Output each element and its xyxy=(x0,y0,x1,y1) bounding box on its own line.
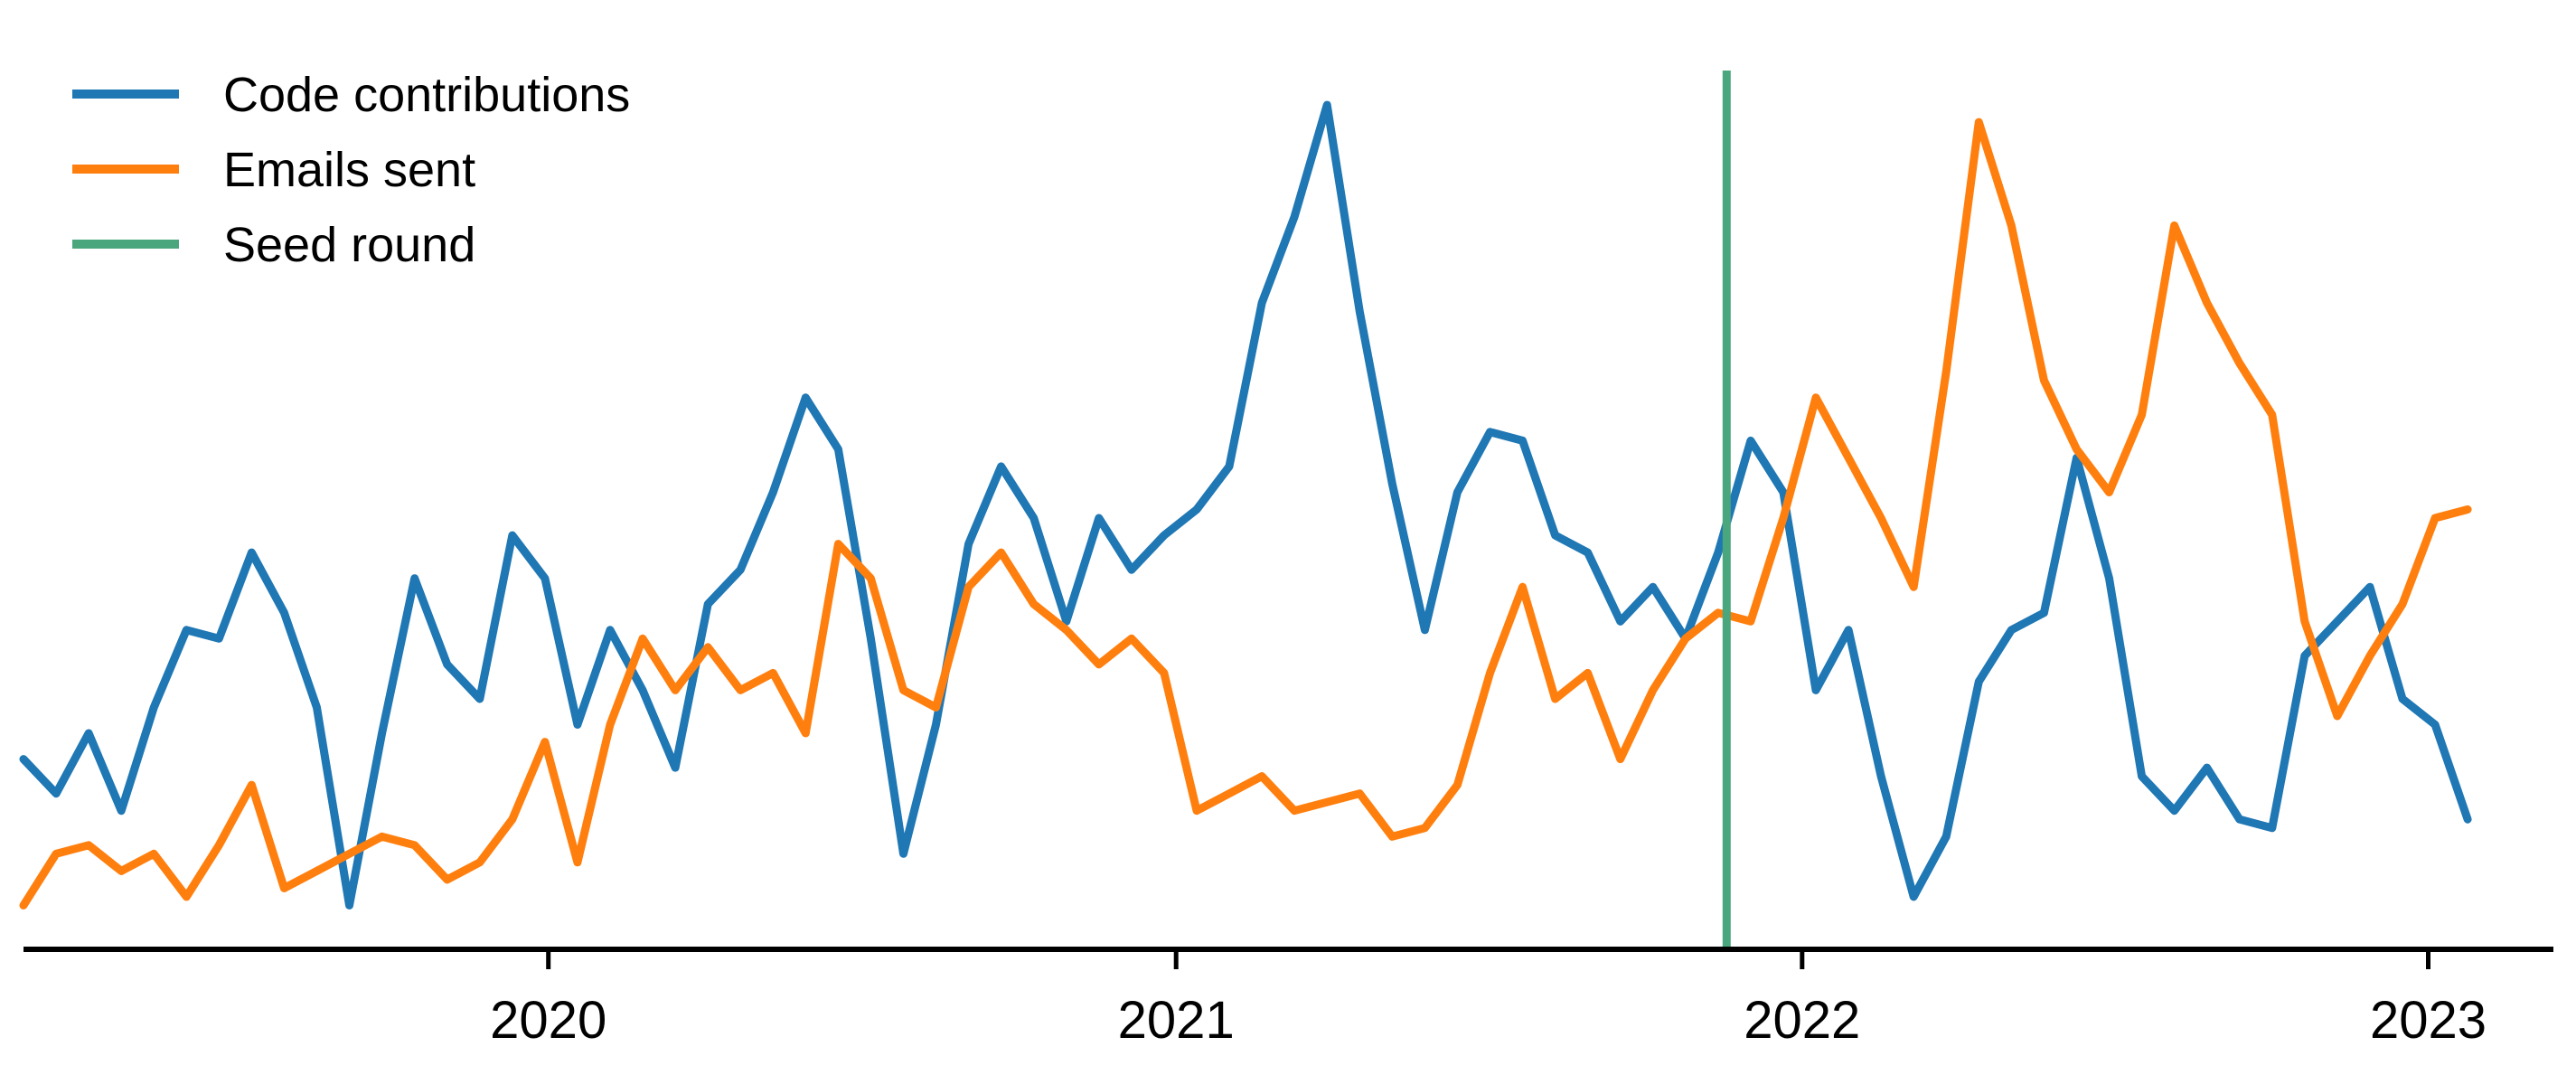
x-tick-label: 2023 xyxy=(2370,991,2487,1050)
series-line-emails-sent xyxy=(19,118,2472,910)
legend-label-emails-sent: Emails sent xyxy=(223,143,475,197)
legend: Code contributions Emails sent Seed round xyxy=(72,68,630,272)
x-tick-label: 2020 xyxy=(490,991,606,1050)
plot-area xyxy=(19,71,2472,948)
x-axis-ticks: 2020 2021 2022 2023 xyxy=(490,949,2487,1050)
x-tick-label: 2022 xyxy=(1744,991,1860,1050)
legend-label-seed-round: Seed round xyxy=(223,218,475,272)
legend-label-code-contributions: Code contributions xyxy=(223,68,630,122)
x-tick-label: 2021 xyxy=(1118,991,1235,1050)
series-line-code-contributions xyxy=(19,100,2472,910)
